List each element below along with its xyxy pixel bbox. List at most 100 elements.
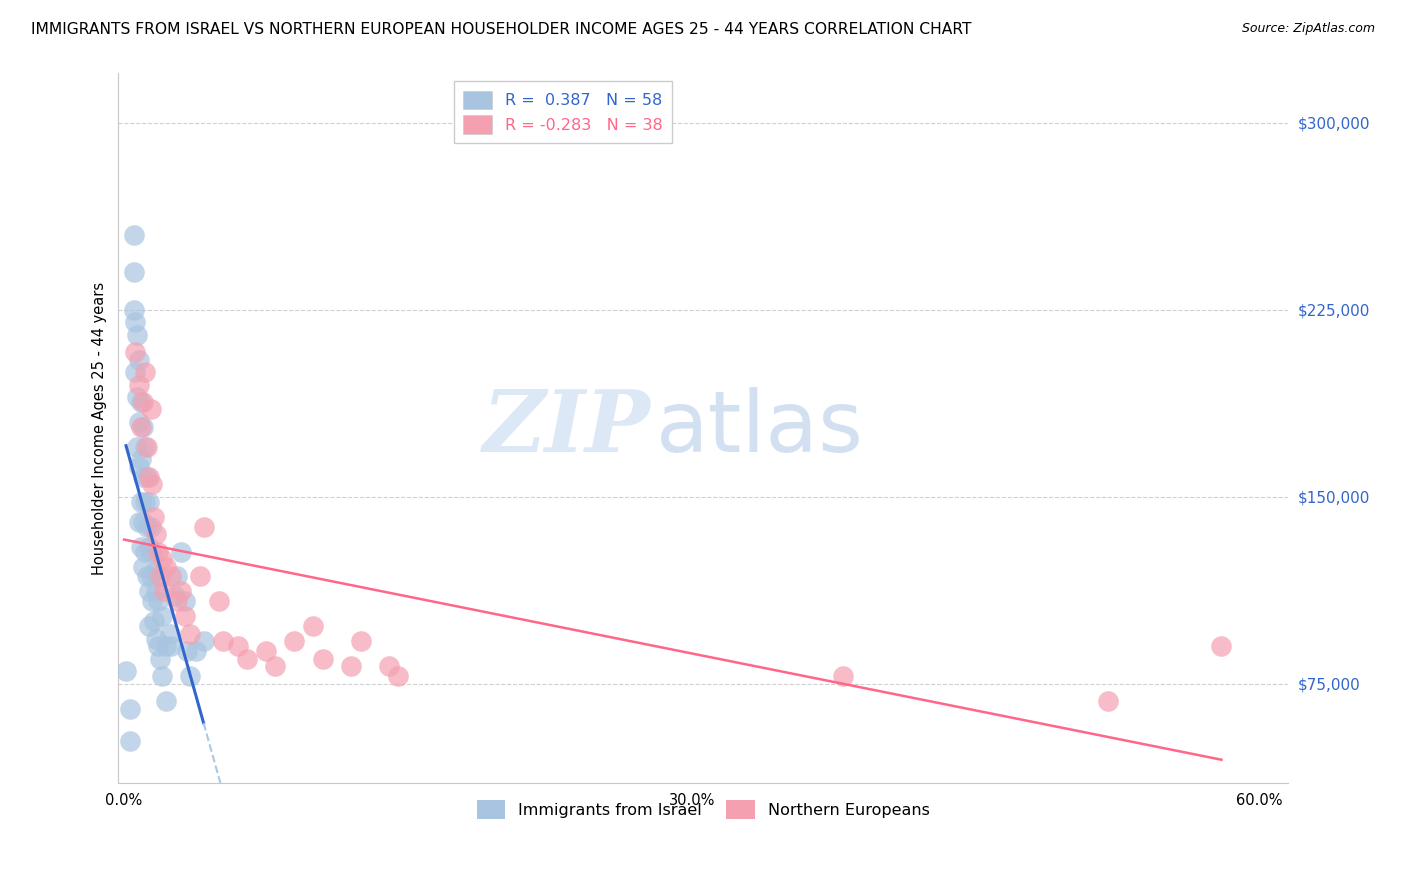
Point (139, 402, 162, 417)
Point (135, 470, 157, 484)
Point (155, 559, 177, 574)
Point (349, 634, 371, 648)
Point (129, 540, 152, 554)
Point (155, 640, 177, 654)
Text: atlas: atlas (657, 387, 865, 470)
Point (173, 594, 195, 608)
Point (118, 701, 141, 715)
Point (122, 302, 145, 317)
Point (138, 619, 160, 633)
Point (159, 627, 181, 641)
Point (129, 395, 152, 409)
Point (138, 470, 160, 484)
Point (129, 452, 152, 467)
Text: IMMIGRANTS FROM ISRAEL VS NORTHERN EUROPEAN HOUSEHOLDER INCOME AGES 25 - 44 YEAR: IMMIGRANTS FROM ISRAEL VS NORTHERN EUROP… (31, 22, 972, 37)
Point (1211, 640, 1233, 654)
Point (264, 659, 287, 673)
Text: Source: ZipAtlas.com: Source: ZipAtlas.com (1241, 22, 1375, 36)
Y-axis label: Householder Income Ages 25 - 44 years: Householder Income Ages 25 - 44 years (93, 282, 107, 574)
Point (141, 594, 163, 608)
Legend: Immigrants from Israel, Northern Europeans: Immigrants from Israel, Northern Europea… (471, 794, 936, 825)
Point (145, 584, 167, 599)
Point (150, 609, 173, 624)
Point (135, 440, 157, 454)
Point (129, 420, 152, 434)
Point (122, 265, 145, 279)
Point (128, 459, 150, 474)
Point (1097, 694, 1119, 708)
Point (143, 509, 166, 524)
Point (141, 544, 163, 558)
Point (165, 590, 187, 604)
Point (138, 494, 160, 508)
Point (127, 327, 149, 342)
Point (188, 569, 211, 583)
Point (166, 569, 188, 583)
Point (128, 415, 150, 429)
Point (146, 594, 169, 608)
Point (208, 594, 231, 608)
Point (143, 565, 166, 579)
Point (132, 420, 155, 434)
Point (153, 584, 176, 599)
Point (387, 669, 409, 683)
Point (302, 619, 325, 633)
Point (135, 569, 157, 583)
Point (312, 652, 335, 666)
Point (176, 644, 198, 658)
Point (146, 640, 169, 654)
Point (340, 659, 363, 673)
Point (132, 515, 155, 529)
Point (138, 584, 160, 599)
Point (236, 652, 259, 666)
Point (179, 669, 201, 683)
Point (160, 640, 183, 654)
Point (127, 440, 149, 454)
Point (150, 669, 173, 683)
Point (129, 494, 152, 508)
Point (135, 519, 157, 533)
Point (132, 559, 155, 574)
Point (141, 477, 163, 491)
Point (166, 594, 188, 608)
Point (145, 527, 167, 541)
Point (173, 609, 195, 624)
Point (160, 569, 183, 583)
Point (139, 519, 162, 533)
Point (124, 345, 146, 359)
Point (146, 544, 169, 558)
Point (149, 652, 172, 666)
Point (127, 390, 149, 404)
Point (832, 669, 855, 683)
Point (134, 494, 156, 508)
Point (124, 315, 146, 329)
Point (115, 664, 138, 678)
Point (134, 544, 156, 558)
Point (378, 659, 401, 673)
Point (143, 615, 166, 629)
Point (193, 634, 215, 648)
Point (226, 640, 249, 654)
Point (155, 694, 177, 708)
Text: ZIP: ZIP (482, 386, 651, 470)
Point (184, 644, 207, 658)
Point (122, 227, 145, 242)
Point (128, 515, 150, 529)
Point (211, 634, 233, 648)
Point (132, 395, 155, 409)
Point (149, 569, 172, 583)
Point (193, 519, 215, 533)
Point (170, 544, 193, 558)
Point (134, 440, 156, 454)
Point (139, 569, 162, 583)
Point (179, 627, 201, 641)
Point (145, 632, 167, 646)
Point (132, 470, 155, 484)
Point (128, 377, 150, 392)
Point (254, 644, 277, 658)
Point (170, 584, 193, 599)
Point (124, 365, 146, 379)
Point (134, 365, 156, 379)
Point (150, 552, 173, 566)
Point (138, 540, 160, 554)
